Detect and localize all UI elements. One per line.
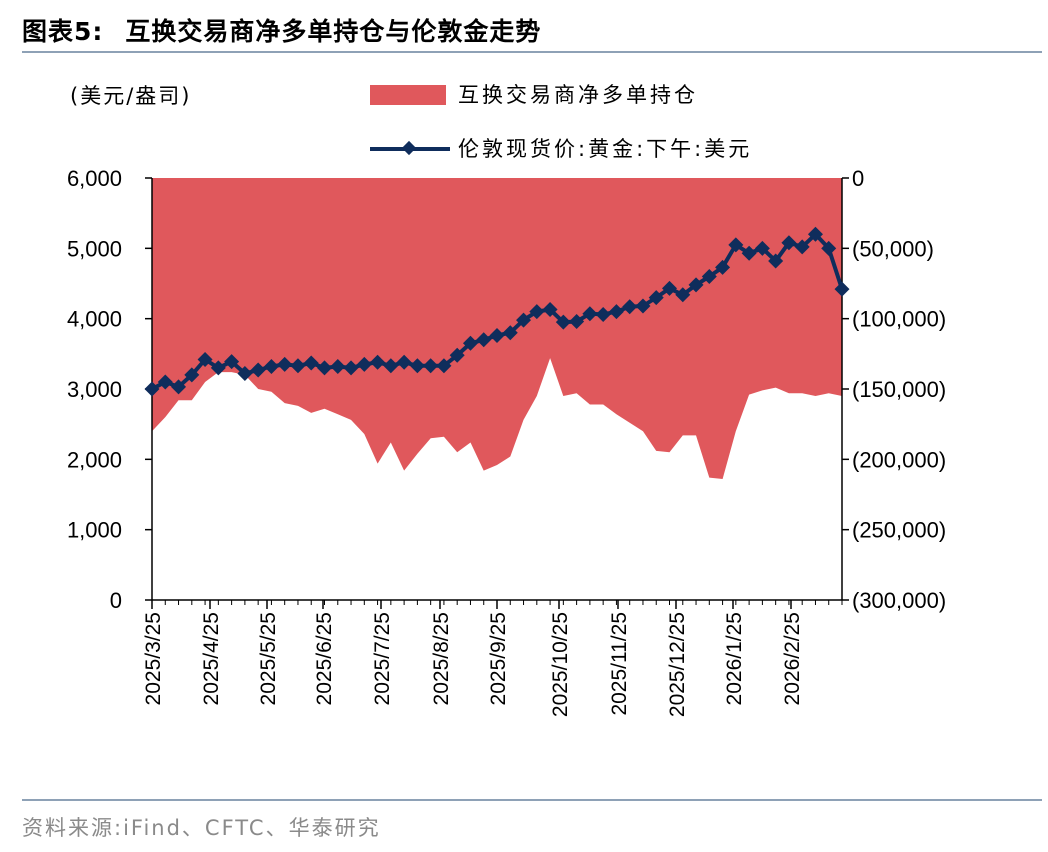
gold-price-marker (555, 314, 571, 330)
x-tick-label: 2025/12/25 (666, 612, 689, 717)
legend-label-gold-price: 伦敦现货价:黄金:下午:美元 (458, 137, 753, 161)
gold-price-marker (502, 325, 518, 341)
x-tick-label: 2025/3/25 (142, 612, 165, 705)
gold-price-marker (754, 240, 770, 256)
right-tick-label: (150,000) (852, 377, 946, 402)
figure-label: 图表5: (22, 17, 104, 46)
gold-price-marker (542, 302, 558, 318)
gold-price-marker (409, 358, 425, 374)
gold-price-marker (356, 356, 372, 372)
gold-price-marker (701, 268, 717, 284)
left-tick-label: 3,000 (67, 377, 122, 402)
gold-price-marker (622, 299, 638, 315)
gold-price-marker (715, 259, 731, 275)
right-tick-label: (200,000) (852, 447, 946, 472)
gold-price-marker (662, 280, 677, 296)
gold-price-marker (675, 287, 691, 303)
gold-price-marker (157, 374, 173, 390)
right-tick-label: 0 (852, 166, 864, 191)
legend-swatch-line (370, 139, 450, 159)
gold-price-marker (290, 358, 306, 374)
gold-price-marker (184, 367, 200, 383)
legend-label-net-long: 互换交易商净多单持仓 (458, 83, 698, 107)
left-tick-label: 4,000 (67, 307, 122, 332)
gold-price-marker (330, 358, 346, 374)
gold-price-marker (476, 332, 492, 348)
right-tick-label: (250,000) (852, 518, 946, 543)
gold-price-marker (768, 253, 784, 269)
chart-canvas: 0 1,000 2,000 3,000 4,000 5,000 6,000 0 (50,000)… (67, 166, 946, 717)
right-tick-label: (300,000) (852, 588, 946, 613)
title-divider (22, 51, 1042, 53)
gold-price-marker (728, 237, 744, 253)
legend-item-net-long: 互换交易商净多单持仓 (370, 79, 698, 109)
gold-price-marker (303, 355, 319, 371)
gold-price-marker (595, 306, 611, 322)
left-tick-label: 0 (110, 588, 122, 613)
left-tick-label: 1,000 (67, 518, 122, 543)
left-tick-label: 6,000 (67, 166, 122, 191)
gold-price-marker (582, 306, 598, 322)
gold-price-marker (250, 362, 266, 378)
gold-price-marker (635, 298, 651, 314)
x-tick-label: 2025/6/25 (313, 612, 336, 705)
left-tick-label: 2,000 (67, 447, 122, 472)
gold-price-marker (449, 347, 465, 363)
gold-price-marker (834, 281, 850, 297)
x-tick-label: 2026/1/25 (723, 612, 746, 705)
gold-price-marker (277, 356, 293, 372)
gold-price-marker (608, 304, 624, 320)
gold-price-marker (396, 354, 412, 370)
gold-price-marker (343, 360, 359, 376)
gold-price-marker (688, 277, 704, 293)
gold-price-marker (171, 379, 187, 395)
gold-price-marker (423, 358, 439, 374)
gold-price-marker (237, 366, 253, 382)
gold-price-marker (741, 245, 757, 261)
right-tick-label: (100,000) (852, 307, 946, 332)
gold-price-marker (317, 360, 332, 376)
gold-price-marker (370, 354, 386, 370)
gold-price-marker (489, 328, 505, 344)
gold-price-marker (821, 240, 837, 256)
figure-title: 图表5: 互换交易商净多单持仓与伦敦金走势 (22, 12, 541, 48)
gold-price-marker (781, 235, 797, 251)
x-tick-label: 2025/8/25 (430, 612, 453, 705)
gold-price-marker (383, 358, 399, 374)
legend-swatch-area (370, 85, 446, 105)
gold-price-marker (529, 304, 545, 320)
gold-price-marker (210, 360, 226, 376)
x-tick-label: 2025/10/25 (549, 612, 572, 717)
gold-price-marker (224, 354, 240, 370)
gold-price-marker (648, 290, 664, 306)
figure-title-text: 互换交易商净多单持仓与伦敦金走势 (125, 17, 542, 46)
footer-divider (22, 799, 1042, 801)
gold-price-marker (516, 312, 532, 328)
gold-price-marker (197, 351, 213, 367)
source-note: 资料来源:iFind、CFTC、华泰研究 (22, 816, 381, 840)
gold-price-marker (794, 239, 810, 255)
x-tick-label: 2025/11/25 (608, 612, 631, 716)
gold-price-marker (462, 335, 478, 351)
legend-item-gold-price: 伦敦现货价:黄金:下午:美元 (370, 133, 752, 163)
gold-price-marker (263, 358, 279, 374)
gold-price-marker (807, 226, 823, 242)
gold-price-marker (569, 313, 585, 329)
gold-price-marker (144, 381, 160, 397)
x-tick-label: 2025/4/25 (200, 612, 223, 705)
right-tick-label: (50,000) (852, 236, 934, 261)
x-tick-label: 2026/2/25 (781, 612, 804, 705)
gold-price-marker (436, 358, 452, 374)
x-tick-label: 2025/5/25 (257, 612, 280, 705)
x-tick-label: 2025/9/25 (487, 612, 510, 705)
left-axis-unit: (美元/盎司) (70, 84, 192, 108)
x-tick-label: 2025/7/25 (371, 612, 394, 705)
left-tick-label: 5,000 (67, 236, 122, 261)
